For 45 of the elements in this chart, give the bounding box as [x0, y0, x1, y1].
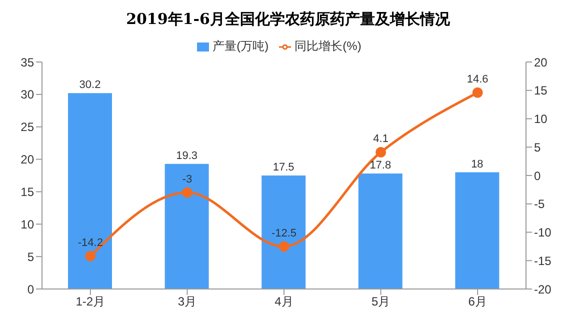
- point: [278, 241, 290, 252]
- data-label: 17.5: [272, 162, 294, 174]
- x-tick-label: 5月: [371, 294, 390, 309]
- point: [85, 250, 96, 262]
- x-tick-label: 3月: [178, 294, 197, 309]
- chart-title: 2019年1-6月全国化学农药原药产量及增长情况: [125, 9, 451, 30]
- data-label: 30.2: [79, 79, 101, 92]
- x-tick-label: 1-2月: [76, 294, 106, 309]
- point: [472, 87, 483, 98]
- y-tick-label: 10: [20, 217, 34, 232]
- y-tick-label: 0: [27, 282, 34, 296]
- bar: [164, 164, 209, 289]
- bar: [262, 176, 306, 289]
- data-label: -14.2: [78, 237, 103, 250]
- bar: [455, 172, 500, 289]
- y-tick-label: 35: [20, 55, 34, 70]
- y2-tick-label: 10: [534, 112, 548, 126]
- y2-tick-label: -10: [534, 226, 552, 240]
- point: [182, 187, 192, 198]
- y2-tick-label: 5: [534, 140, 541, 154]
- y2-tick-label: -15: [534, 254, 552, 268]
- legend-label: 产量(万吨): [212, 39, 269, 53]
- y2-tick-label: 20: [534, 55, 548, 70]
- y-tick-label: 25: [20, 120, 34, 134]
- y2-tick-label: 0: [534, 168, 541, 183]
- data-label: 19.3: [176, 150, 198, 162]
- data-label: 14.6: [466, 74, 488, 86]
- y-tick-label: 15: [20, 184, 34, 199]
- y-tick-label: 5: [27, 250, 34, 264]
- y2-tick-label: -20: [534, 282, 552, 296]
- x-tick-label: 4月: [274, 294, 294, 309]
- point: [376, 146, 386, 158]
- data-label: 4.1: [373, 133, 388, 146]
- data-label: 17.8: [370, 160, 392, 172]
- bar: [358, 174, 402, 289]
- bar: [68, 93, 112, 289]
- data-label: -12.5: [271, 227, 297, 240]
- data-label: -3: [182, 174, 192, 186]
- y-tick-label: 30: [20, 88, 34, 102]
- legend-label: 同比增长(%): [294, 39, 362, 53]
- y2-tick-label: 15: [534, 84, 548, 98]
- data-label: 18: [471, 158, 484, 170]
- x-tick-label: 6月: [468, 294, 487, 309]
- y2-tick-label: -5: [534, 197, 545, 212]
- y-tick-label: 20: [20, 152, 34, 167]
